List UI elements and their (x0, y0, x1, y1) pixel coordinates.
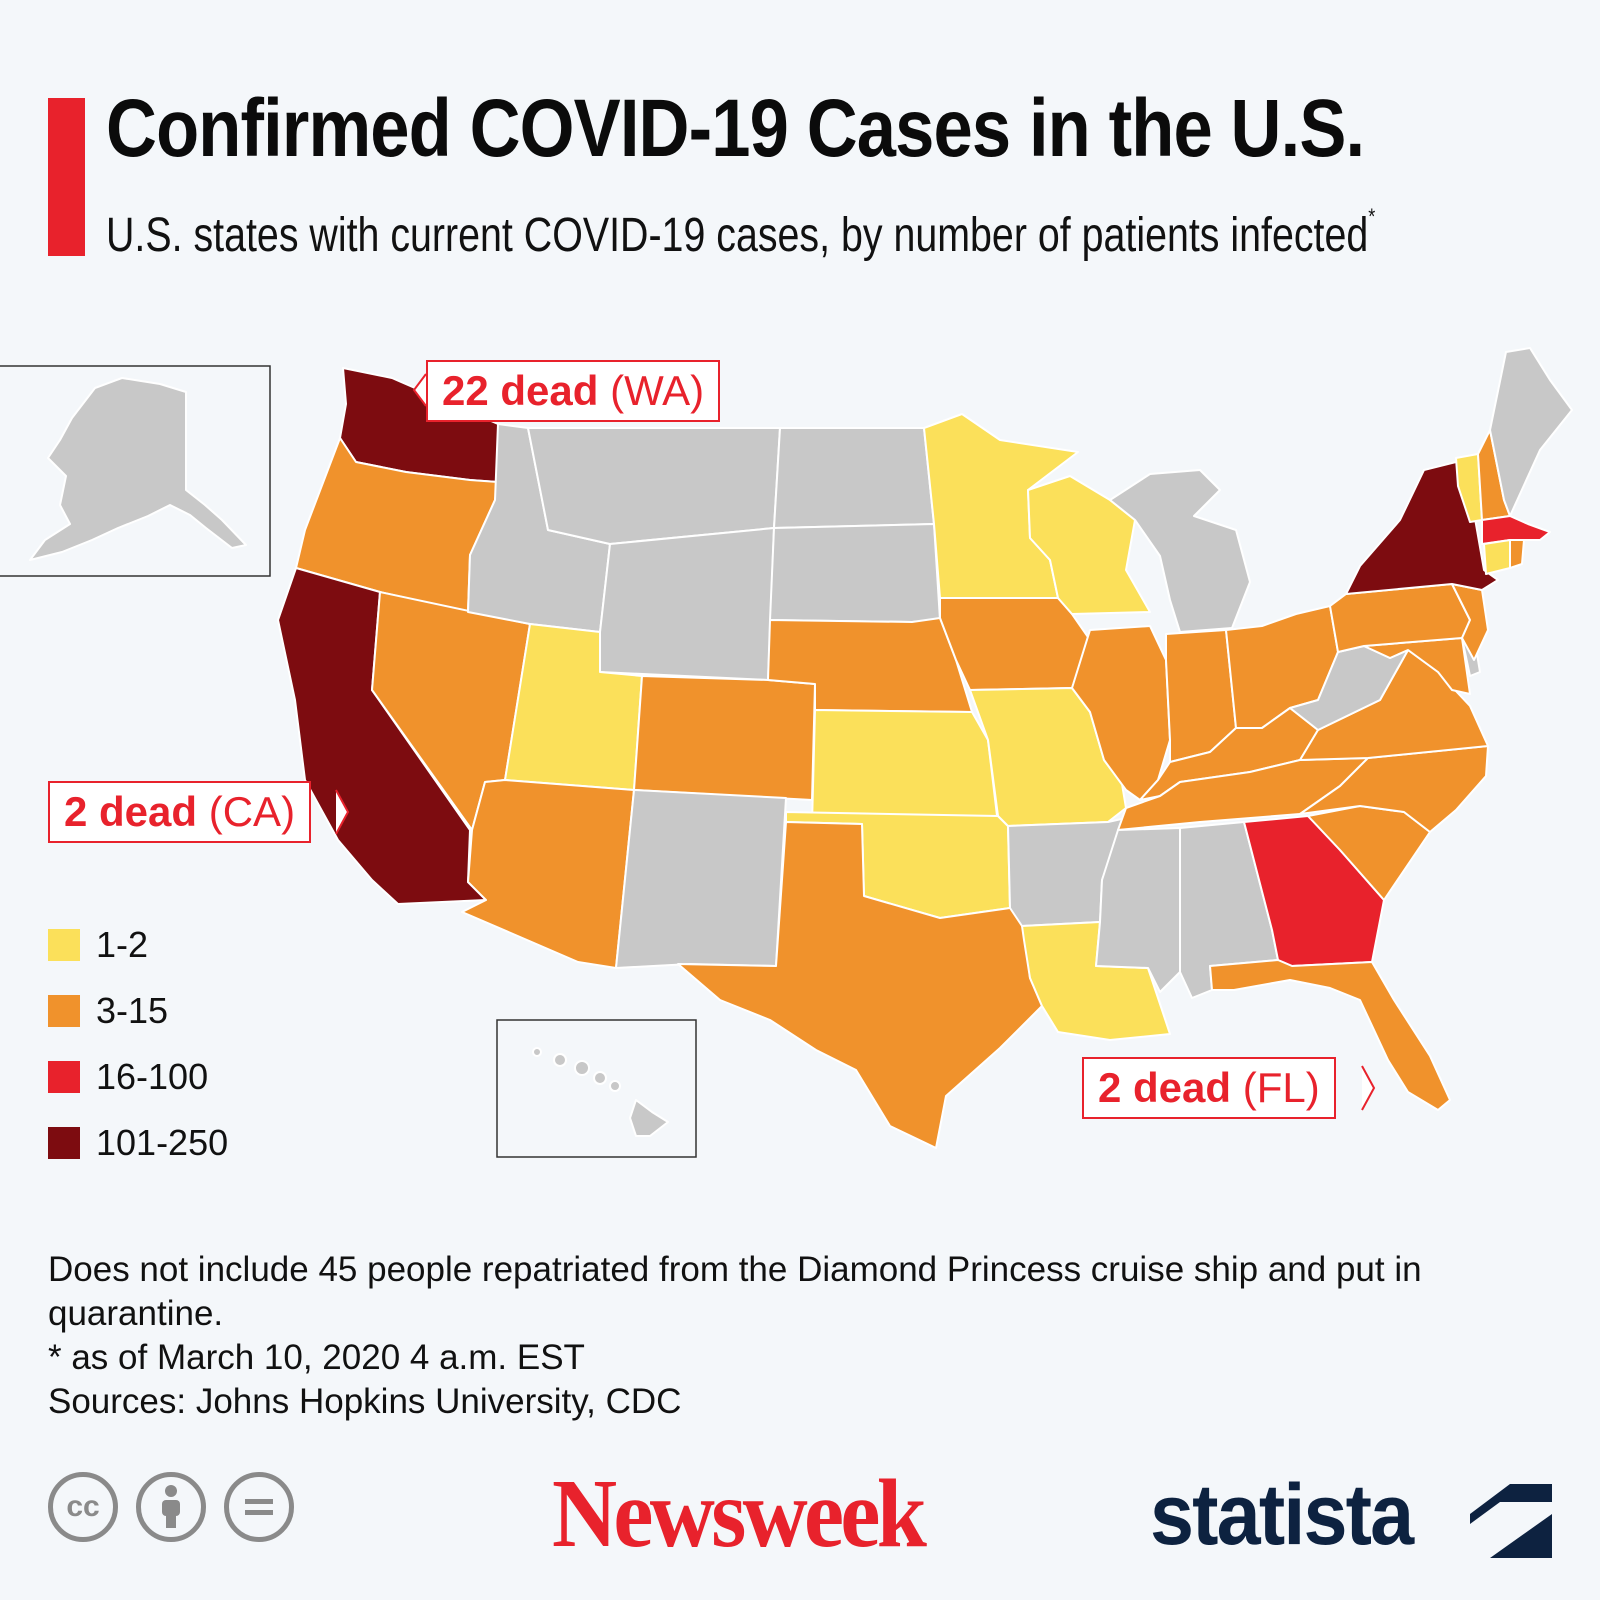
legend-swatch (48, 995, 80, 1027)
equals-icon (245, 1499, 273, 1515)
subtitle-text: U.S. states with current COVID-19 cases,… (106, 209, 1369, 262)
state-VT (1455, 453, 1483, 523)
person-icon (162, 1485, 180, 1528)
license-icons: cc (48, 1472, 294, 1542)
state-IA (939, 597, 1091, 691)
footnote-sources: Sources: Johns Hopkins University, CDC (48, 1382, 682, 1421)
state-ME (1489, 347, 1573, 517)
state-FL (1209, 959, 1451, 1111)
callout-arrow-fl (1361, 1065, 1376, 1111)
legend-item: 16-100 (48, 1044, 228, 1110)
state-AZ (461, 779, 635, 969)
state-MT (527, 427, 781, 545)
page-title: Confirmed COVID-19 Cases in the U.S. (106, 83, 1365, 174)
alaska-inset-frame (0, 365, 271, 577)
state-WI (1027, 475, 1151, 615)
state-TX (677, 821, 1043, 1149)
callout-arrow-ca (335, 789, 350, 835)
no-derivatives-equals-icon (224, 1472, 294, 1542)
legend-swatch (48, 1127, 80, 1159)
state-MI (1109, 469, 1251, 633)
state-RI (1509, 539, 1525, 569)
callout-fl-state: (FL) (1242, 1064, 1320, 1111)
state-NC (1299, 745, 1489, 833)
callout-arrow-wa (412, 373, 427, 407)
callout-wa-deaths: 22 dead (WA) (426, 360, 721, 422)
statista-logo: statista (1150, 1467, 1414, 1563)
legend-label: 1-2 (96, 924, 149, 965)
legend: 1-2 3-15 16-100 101-250 (48, 912, 228, 1176)
cc-icon-text: cc (66, 1490, 100, 1523)
attribution-person-icon (136, 1472, 206, 1542)
statista-mark-icon (1470, 1484, 1552, 1558)
footnote-disclaimer: Does not include 45 people repatriated f… (48, 1250, 1422, 1333)
page-subtitle: U.S. states with current COVID-19 cases,… (106, 204, 1375, 263)
callout-ca-count: 2 dead (64, 788, 198, 835)
legend-label: 101-250 (96, 1122, 229, 1163)
state-HI (532, 1047, 669, 1137)
legend-item: 1-2 (48, 912, 228, 978)
callout-wa-state: (WA) (610, 367, 705, 414)
newsweek-logo: Newsweek (552, 1460, 927, 1568)
callout-wa-count: 22 dead (442, 367, 599, 414)
title-accent-bar (48, 98, 85, 256)
callout-ca-state: (CA) (208, 788, 296, 835)
callout-ca-deaths: 2 dead (CA) (48, 781, 312, 843)
state-KS (811, 709, 999, 825)
state-NM (615, 789, 787, 969)
legend-item: 101-250 (48, 1110, 228, 1176)
legend-label: 3-15 (96, 990, 169, 1031)
callout-fl-deaths: 2 dead (FL) (1082, 1057, 1336, 1119)
state-CO (633, 675, 816, 801)
state-WY (599, 527, 775, 681)
legend-label: 16-100 (96, 1056, 209, 1097)
cc-icon: cc (48, 1472, 118, 1542)
hawaii-inset-frame (496, 1019, 697, 1158)
state-ND (773, 427, 935, 529)
legend-item: 3-15 (48, 978, 228, 1044)
footnote: Does not include 45 people repatriated f… (48, 1248, 1528, 1424)
state-CT (1483, 539, 1511, 575)
legend-swatch (48, 1061, 80, 1093)
legend-swatch (48, 929, 80, 961)
state-SD (769, 523, 941, 623)
subtitle-asterisk: * (1368, 204, 1376, 229)
callout-fl-count: 2 dead (1098, 1064, 1232, 1111)
footnote-date: * as of March 10, 2020 4 a.m. EST (48, 1338, 585, 1377)
state-AK (29, 377, 247, 561)
